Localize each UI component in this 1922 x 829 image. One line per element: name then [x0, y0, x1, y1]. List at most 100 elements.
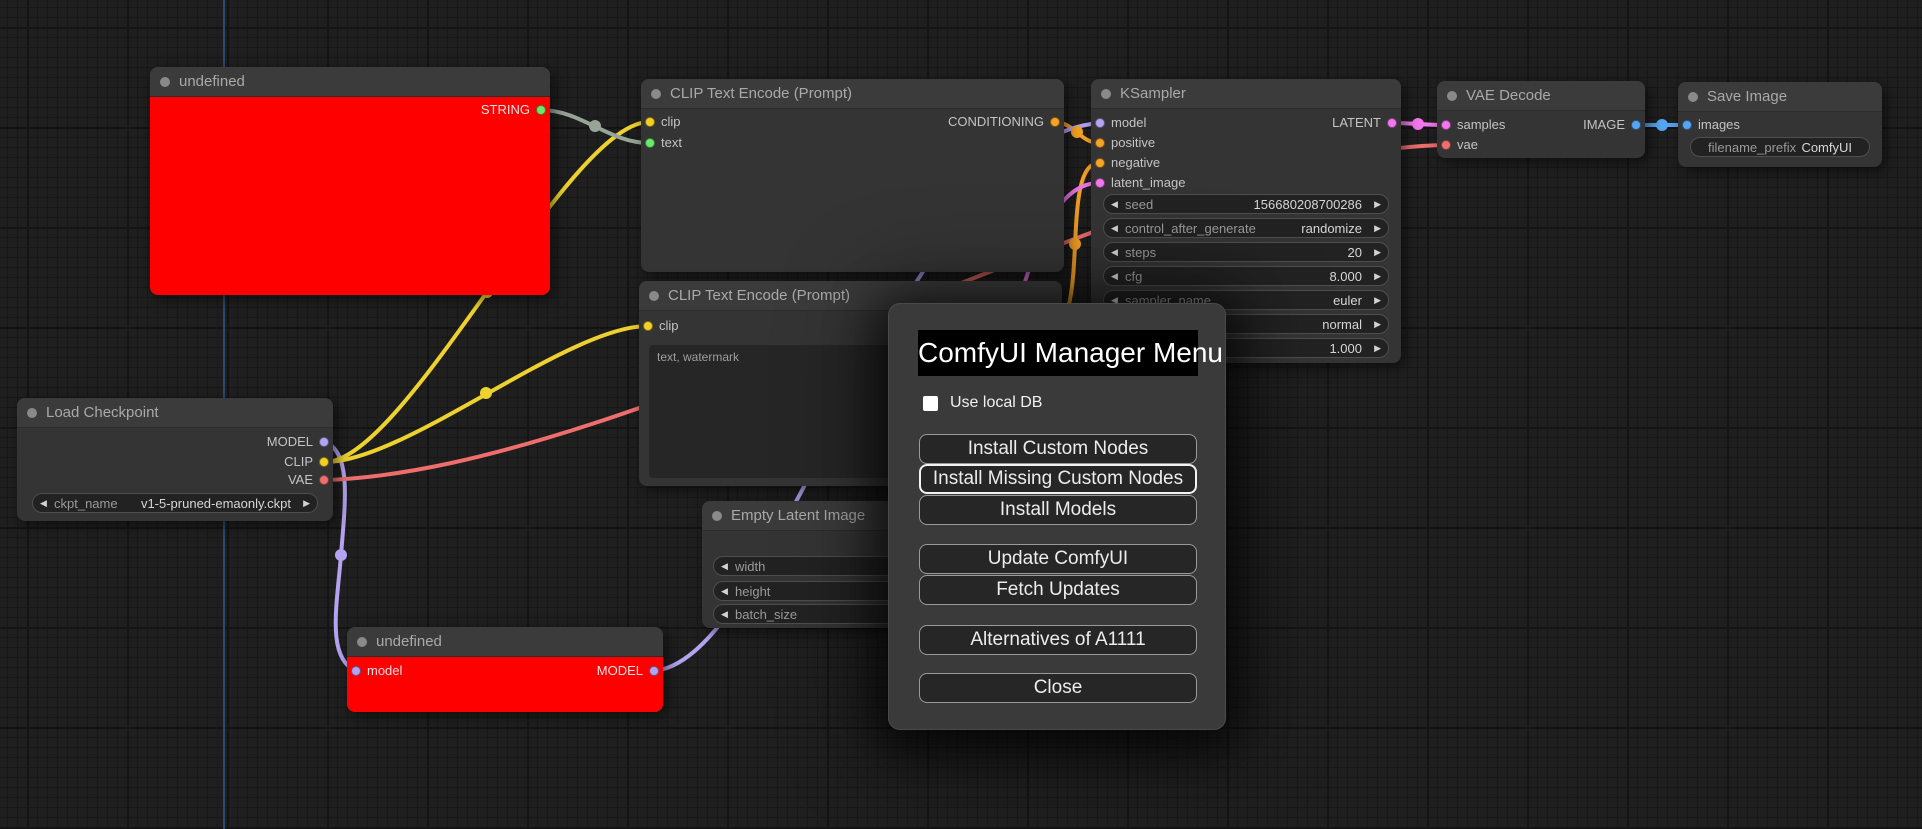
collapse-dot-icon[interactable]	[1447, 90, 1457, 101]
widget-value[interactable]: euler	[1333, 292, 1362, 308]
close-button[interactable]: Close	[919, 673, 1197, 703]
node-header[interactable]: Load Checkpoint	[17, 398, 333, 428]
node-header[interactable]: CLIP Text Encode (Prompt)	[641, 79, 1064, 109]
decrement-arrow-icon[interactable]: ◀	[1111, 270, 1118, 281]
widget-label: control_after_generate	[1125, 220, 1256, 236]
widget-steps[interactable]: ◀ steps 20 ▶	[1103, 242, 1389, 262]
widget-value[interactable]: normal	[1322, 316, 1362, 332]
widget-value[interactable]: ComfyUI	[1801, 139, 1852, 155]
use-local-db-row[interactable]: Use local DB	[923, 394, 1042, 412]
widget-value[interactable]: 8.000	[1329, 268, 1362, 284]
dialog-title: ComfyUI Manager Menu	[918, 330, 1223, 376]
collapse-dot-icon[interactable]	[651, 88, 661, 99]
decrement-arrow-icon[interactable]: ◀	[721, 608, 728, 619]
widget-label: steps	[1125, 244, 1157, 260]
increment-arrow-icon[interactable]: ▶	[1374, 342, 1381, 353]
increment-arrow-icon[interactable]: ▶	[1374, 198, 1381, 209]
widget-width[interactable]: ◀ width	[713, 556, 913, 576]
collapse-dot-icon[interactable]	[27, 407, 37, 418]
output-port-model[interactable]	[649, 666, 659, 676]
increment-arrow-icon[interactable]: ▶	[1374, 270, 1381, 281]
decrement-arrow-icon[interactable]: ◀	[1111, 198, 1118, 209]
output-port-string[interactable]	[536, 105, 546, 115]
node-clip-text-encode-1[interactable]: CLIP Text Encode (Prompt) clip text COND…	[641, 79, 1064, 272]
node-header[interactable]: VAE Decode	[1437, 81, 1645, 111]
input-port-clip[interactable]	[645, 117, 655, 127]
node-title: Save Image	[1707, 88, 1788, 105]
input-label-clip: clip	[661, 114, 681, 129]
widget-value[interactable]: randomize	[1301, 220, 1362, 236]
collapse-dot-icon[interactable]	[1688, 91, 1698, 102]
fetch-updates-button[interactable]: Fetch Updates	[919, 575, 1197, 605]
widget-seed[interactable]: ◀ seed 156680208700286 ▶	[1103, 194, 1389, 214]
output-port-latent[interactable]	[1387, 118, 1397, 128]
decrement-arrow-icon[interactable]: ◀	[1111, 294, 1118, 305]
collapse-dot-icon[interactable]	[160, 76, 170, 87]
decrement-arrow-icon[interactable]: ◀	[40, 497, 47, 508]
input-port-model[interactable]	[351, 666, 361, 676]
increment-arrow-icon[interactable]: ▶	[1374, 318, 1381, 329]
input-port-negative[interactable]	[1095, 158, 1105, 168]
decrement-arrow-icon[interactable]: ◀	[1111, 222, 1118, 233]
decrement-arrow-icon[interactable]: ◀	[721, 585, 728, 596]
input-label-model: model	[1111, 115, 1147, 130]
output-port-model[interactable]	[319, 437, 329, 447]
node-header[interactable]: undefined	[150, 67, 550, 97]
widget-value[interactable]: 156680208700286	[1253, 196, 1362, 212]
node-header[interactable]: KSampler	[1091, 79, 1401, 109]
increment-arrow-icon[interactable]: ▶	[1374, 222, 1381, 233]
widget-value[interactable]: 20	[1347, 244, 1362, 260]
node-load-checkpoint[interactable]: Load Checkpoint MODEL CLIP VAE ◀ ckpt_na…	[17, 398, 333, 521]
node-header[interactable]: undefined	[347, 627, 663, 657]
output-port-clip[interactable]	[319, 457, 329, 467]
input-port-samples[interactable]	[1441, 120, 1451, 130]
widget-height[interactable]: ◀ height	[713, 581, 913, 601]
decrement-arrow-icon[interactable]: ◀	[1111, 246, 1118, 257]
node-empty-latent-image[interactable]: Empty Latent Image ◀ width ◀ height ◀ ba…	[702, 501, 917, 628]
node-vae-decode[interactable]: VAE Decode samples vae IMAGE	[1437, 81, 1645, 158]
use-local-db-checkbox[interactable]	[923, 395, 938, 411]
collapse-dot-icon[interactable]	[712, 510, 722, 521]
input-port-positive[interactable]	[1095, 138, 1105, 148]
output-label-image: IMAGE	[1583, 117, 1625, 132]
collapse-dot-icon[interactable]	[357, 636, 367, 647]
node-save-image[interactable]: Save Image images filename_prefix ComfyU…	[1678, 82, 1882, 167]
alternatives-of-a1111-button[interactable]: Alternatives of A1111	[919, 625, 1197, 655]
node-title: undefined	[179, 73, 245, 90]
output-port-vae[interactable]	[319, 475, 329, 485]
collapse-dot-icon[interactable]	[649, 290, 659, 301]
input-port-latent-image[interactable]	[1095, 178, 1105, 188]
install-custom-nodes-button[interactable]: Install Custom Nodes	[919, 434, 1197, 464]
input-port-text[interactable]	[645, 138, 655, 148]
increment-arrow-icon[interactable]: ▶	[1374, 246, 1381, 257]
widget-value[interactable]: 1.000	[1329, 340, 1362, 356]
widget-label: cfg	[1125, 268, 1143, 284]
node-title: Empty Latent Image	[731, 507, 866, 524]
input-port-images[interactable]	[1682, 120, 1692, 130]
widget-cfg[interactable]: ◀ cfg 8.000 ▶	[1103, 266, 1389, 286]
install-models-button[interactable]: Install Models	[919, 495, 1197, 525]
collapse-dot-icon[interactable]	[1101, 88, 1111, 99]
increment-arrow-icon[interactable]: ▶	[1374, 294, 1381, 305]
node-header[interactable]: Empty Latent Image	[702, 501, 917, 531]
widget-label: height	[735, 583, 771, 599]
widget-ckpt-name[interactable]: ◀ ckpt_name v1-5-pruned-emaonly.ckpt ▶	[32, 493, 318, 513]
widget-control-after-generate[interactable]: ◀ control_after_generate randomize ▶	[1103, 218, 1389, 238]
widget-batch-size[interactable]: ◀ batch_size	[713, 604, 913, 624]
output-port-image[interactable]	[1631, 120, 1641, 130]
node-undefined-2[interactable]: undefined model MODEL	[347, 627, 663, 712]
widget-filename-prefix[interactable]: filename_prefix ComfyUI	[1690, 137, 1870, 157]
update-comfyui-button[interactable]: Update ComfyUI	[919, 544, 1197, 574]
node-undefined-1[interactable]: undefined STRING	[150, 67, 550, 295]
output-port-conditioning[interactable]	[1050, 117, 1060, 127]
widget-label: filename_prefix	[1708, 139, 1797, 155]
node-header[interactable]: Save Image	[1678, 82, 1882, 112]
widget-value[interactable]: v1-5-pruned-emaonly.ckpt	[140, 495, 291, 511]
input-port-model[interactable]	[1095, 118, 1105, 128]
increment-arrow-icon[interactable]: ▶	[303, 497, 310, 508]
input-port-clip[interactable]	[643, 321, 653, 331]
input-port-vae[interactable]	[1441, 140, 1451, 150]
install-missing-custom-nodes-button[interactable]: Install Missing Custom Nodes	[919, 464, 1197, 494]
decrement-arrow-icon[interactable]: ◀	[721, 560, 728, 571]
